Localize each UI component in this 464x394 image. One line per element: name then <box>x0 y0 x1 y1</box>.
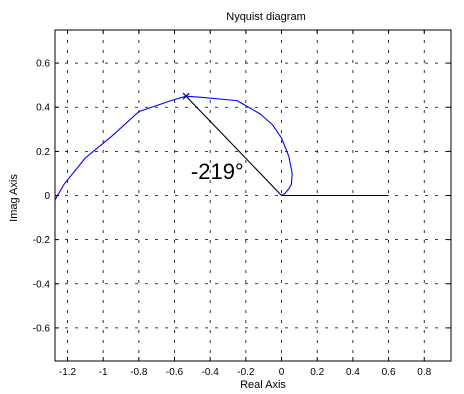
x-tick-label: -1 <box>99 367 108 378</box>
x-tick-label: 0 <box>279 367 285 378</box>
chart-title: Nyquist diagram <box>226 11 305 23</box>
y-tick-label: 0.6 <box>36 59 50 70</box>
x-tick-label: 0.6 <box>382 367 396 378</box>
x-tick-label: -0.8 <box>130 367 148 378</box>
annotation-layer: -219° <box>191 159 244 184</box>
data-series <box>55 96 292 200</box>
x-tick-label: 0.2 <box>310 367 324 378</box>
plot-area-frame <box>55 30 451 361</box>
y-axis-label: Imag Axis <box>8 174 20 222</box>
x-axis-label: Real Axis <box>240 379 286 391</box>
nyquist-curve <box>55 96 292 200</box>
grid-lines <box>55 30 451 361</box>
x-tick-label: 0.8 <box>417 367 431 378</box>
x-tick-label: -0.2 <box>237 367 255 378</box>
y-tick-label: 0.4 <box>36 103 50 114</box>
x-tick-label: -0.4 <box>202 367 220 378</box>
y-tick-label: -0.6 <box>33 323 51 334</box>
y-tick-label: -0.2 <box>33 235 51 246</box>
y-tick-label: 0 <box>44 191 50 202</box>
y-tick-label: 0.2 <box>36 147 50 158</box>
x-tick-label: 0.4 <box>346 367 360 378</box>
x-tick-label: -1.2 <box>59 367 77 378</box>
y-tick-label: -0.4 <box>33 279 51 290</box>
angle-annotation: -219° <box>191 159 244 184</box>
x-tick-label: -0.6 <box>166 367 184 378</box>
